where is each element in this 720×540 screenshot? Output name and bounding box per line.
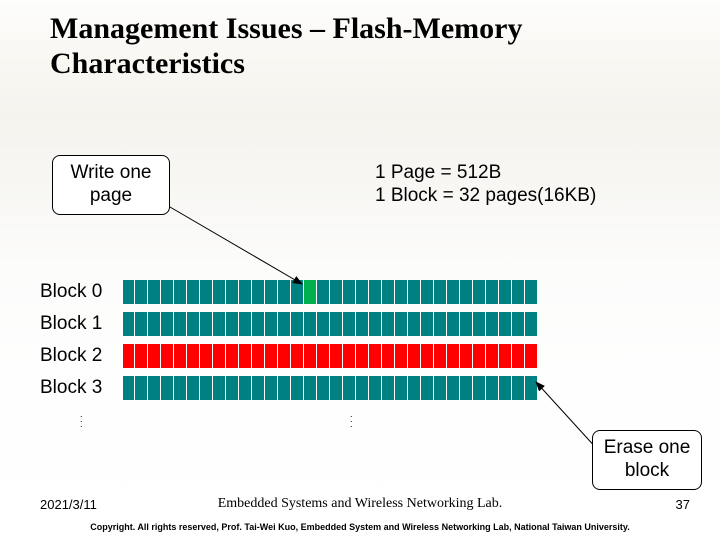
write-callout: Write one page <box>52 155 170 215</box>
erase-callout: Erase one block <box>592 430 702 490</box>
